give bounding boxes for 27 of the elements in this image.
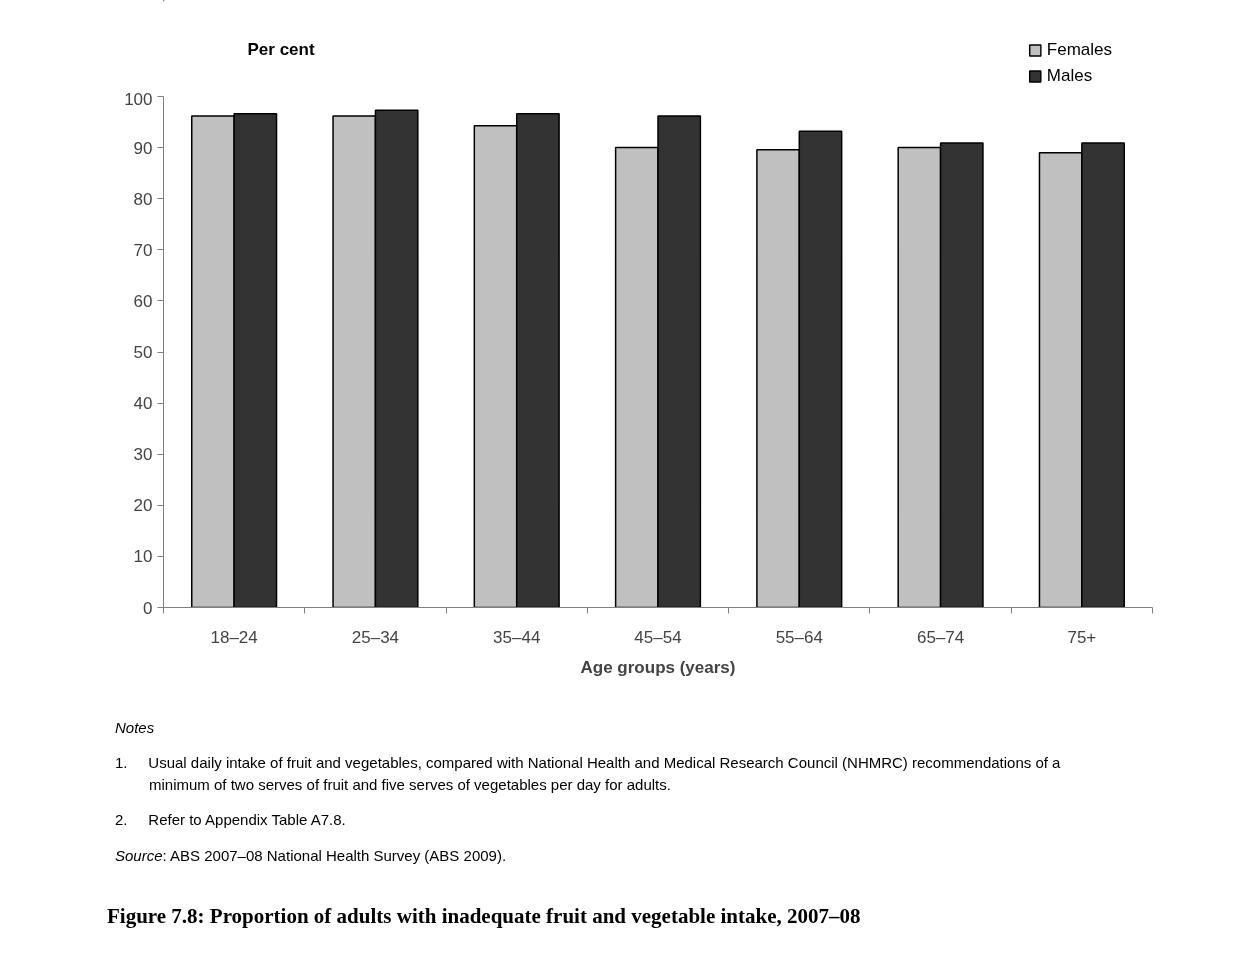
x-tick-label: 65–74 xyxy=(916,627,965,647)
x-tick-label: 35–44 xyxy=(493,627,541,647)
x-tick-label: 45–54 xyxy=(634,627,682,647)
y-tick-label: 20 xyxy=(133,496,153,516)
y-tick-label: 40 xyxy=(133,394,153,414)
y-tick-label: 100 xyxy=(124,89,153,109)
source-note: Source: ABS 2007–08 National Health Survey (ABS 2009). xyxy=(115,845,508,866)
y-axis-title: Per cent xyxy=(247,39,315,59)
x-tick-label: 55–64 xyxy=(775,627,823,647)
y-tick-label: 80 xyxy=(133,189,153,209)
x-axis-title: Age groups (years) xyxy=(580,657,736,677)
y-tick-label: 60 xyxy=(133,291,153,311)
text: 1. Usual daily intake of fruit and vegetables, compared with National Health and Medical Research Council (NHMRC) recommendations of a minimum of two serves of fruit and five serves of vegetables per day for adults. xyxy=(115,753,1062,795)
y-tick-label: 50 xyxy=(133,343,153,362)
x-tick-label: 18–24 xyxy=(210,627,258,647)
y-tick-label: 70 xyxy=(133,240,153,260)
x-tick-label: 75+ xyxy=(1067,627,1097,647)
y-tick-label: 10 xyxy=(133,547,153,567)
legend-label: Males xyxy=(1046,66,1093,86)
text: Notes xyxy=(115,718,156,738)
text: Figure 7.8: Proportion of adults with inadequate fruit and vegetable intake, 2007–08 xyxy=(107,903,861,931)
legend-label: Females xyxy=(1046,40,1112,60)
x-tick-label: 25–34 xyxy=(351,627,400,647)
y-tick-label: 0 xyxy=(143,598,153,618)
y-tick-label: 90 xyxy=(133,138,153,158)
y-tick-label: 30 xyxy=(133,445,153,465)
text: 2. Refer to Appendix Table A7.8. xyxy=(115,810,347,831)
